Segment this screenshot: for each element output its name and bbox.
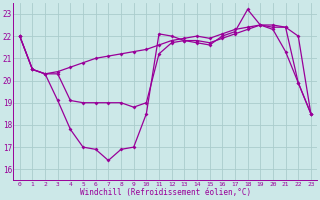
X-axis label: Windchill (Refroidissement éolien,°C): Windchill (Refroidissement éolien,°C) (80, 188, 251, 197)
